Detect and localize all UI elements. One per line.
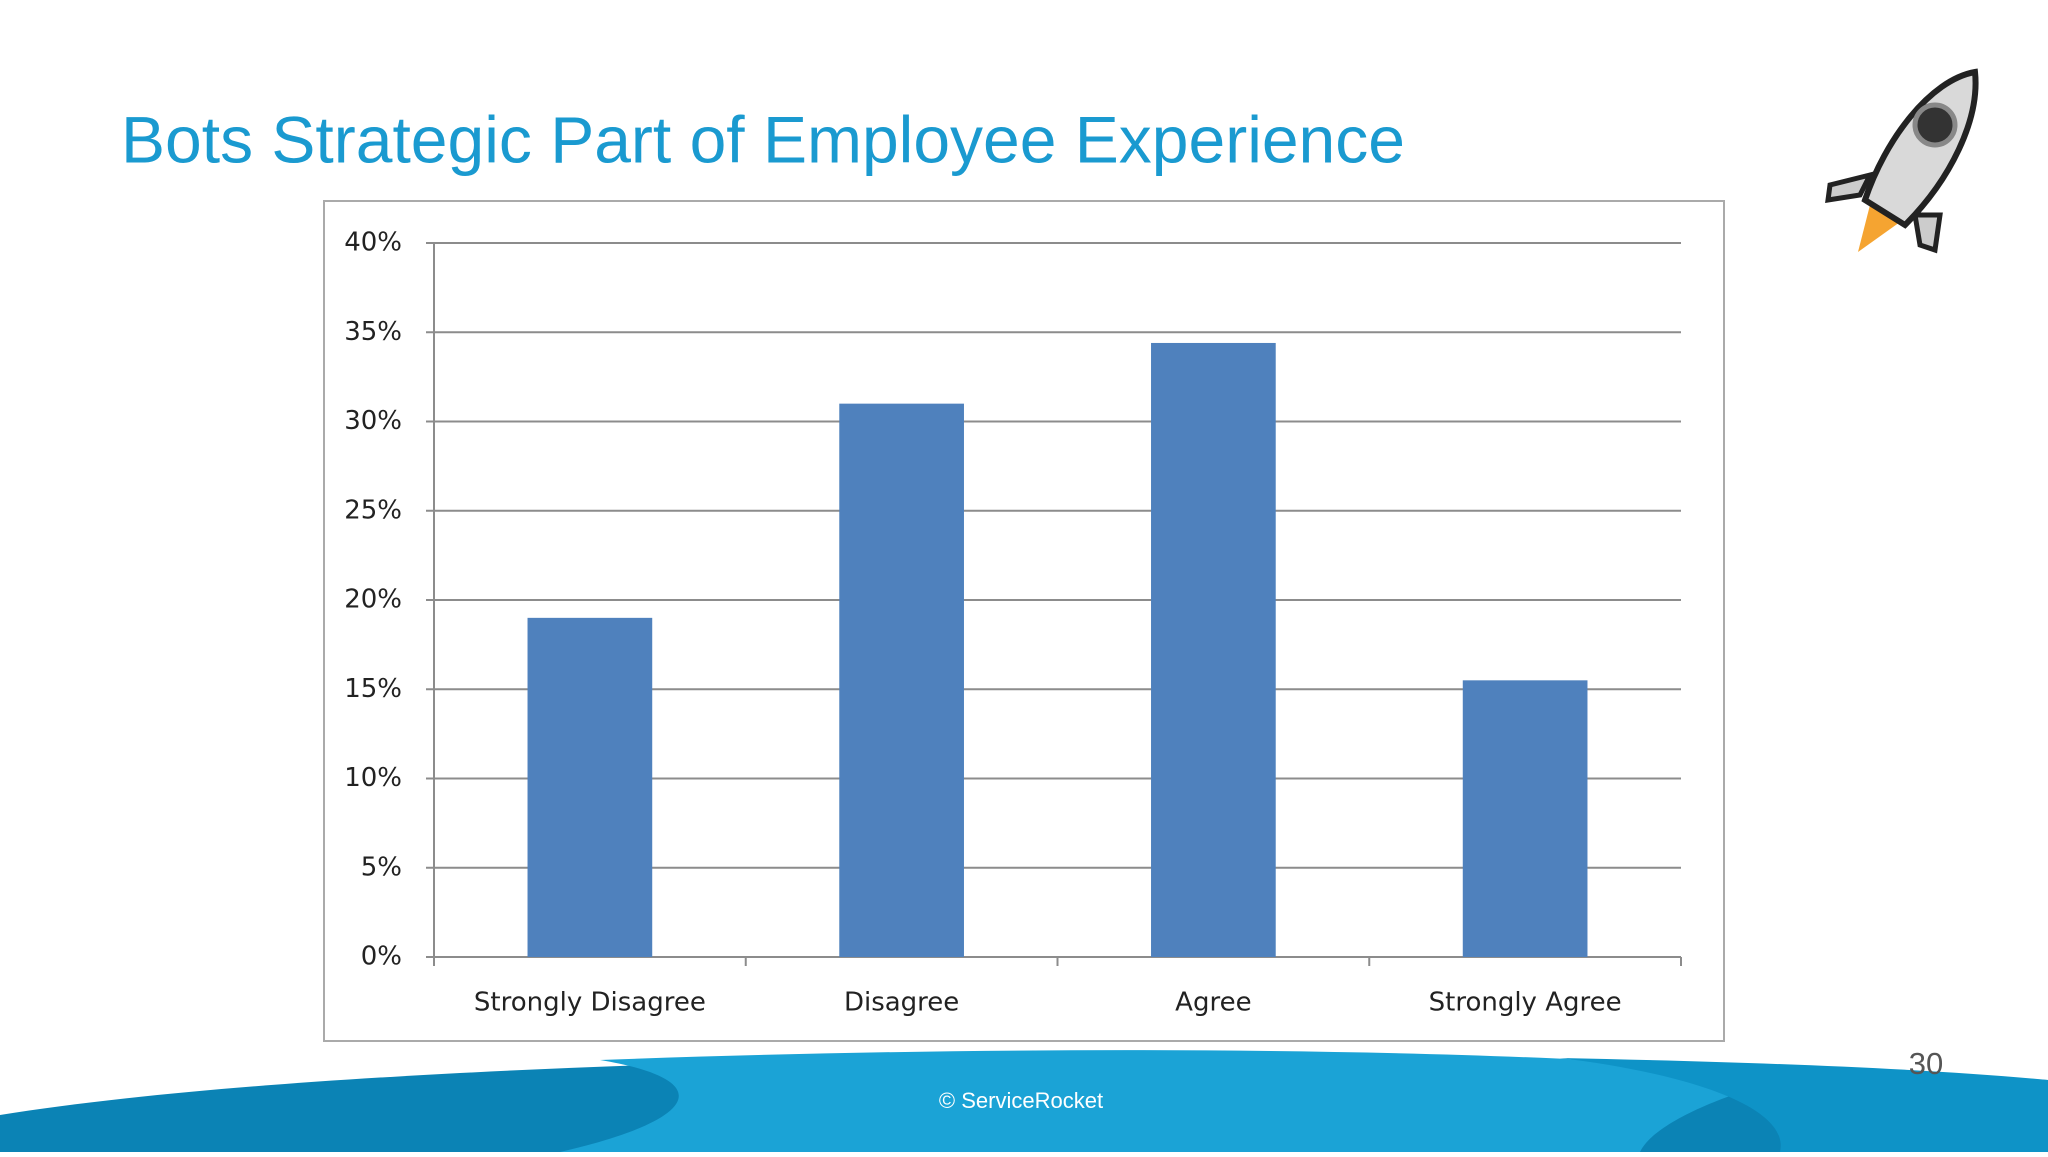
y-tick-label: 25% [344,495,402,525]
page-number: 30 [1909,1046,1943,1081]
rocket [1825,68,1979,254]
y-tick-label: 15% [344,674,402,704]
y-tick-label: 0% [361,942,402,972]
y-tick-label: 30% [344,406,402,436]
x-tick-label: Disagree [844,988,959,1018]
y-tick-label: 40% [344,228,402,258]
footer-text: © ServiceRocket [939,1088,1103,1113]
bar [527,617,653,957]
bar [839,403,964,957]
x-tick-label: Agree [1175,988,1251,1018]
footer-waves [0,1050,2048,1152]
y-tick-label: 20% [344,585,402,615]
x-tick-label: Strongly Disagree [474,988,706,1018]
y-tick-label: 10% [344,763,402,793]
x-tick-label: Strongly Agree [1429,988,1622,1018]
y-tick-label: 5% [361,852,402,882]
y-tick-label: 35% [344,317,402,347]
bar [1151,342,1276,958]
bar [1462,680,1588,957]
chart-title: Bots Strategic Part of Employee Experien… [121,102,1405,176]
